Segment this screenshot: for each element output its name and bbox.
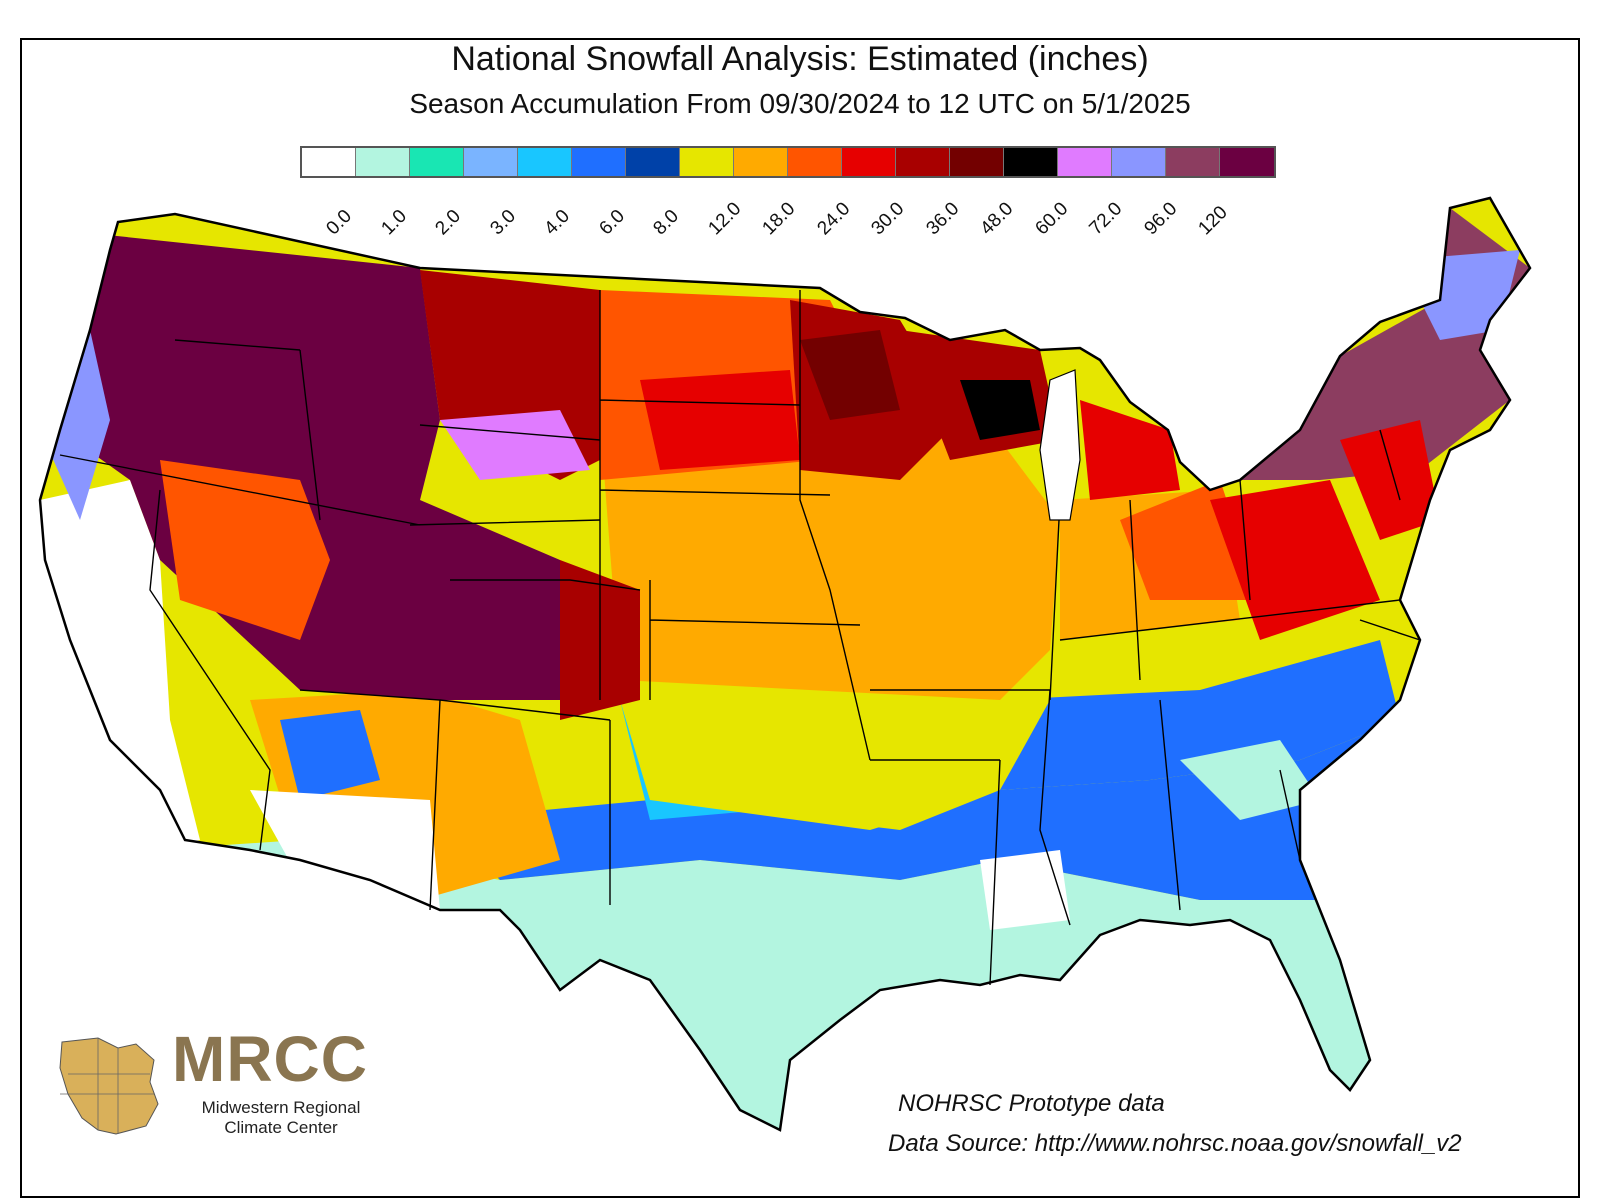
state-border-line xyxy=(1039,499,1301,926)
fill-great-basin xyxy=(160,460,330,640)
legend-swatch xyxy=(1058,148,1112,176)
map-title: National Snowfall Analysis: Estimated (i… xyxy=(451,40,1149,78)
mrcc-logo-map-icon xyxy=(59,1037,159,1135)
legend-swatch xyxy=(410,148,464,176)
lake-michigan xyxy=(1039,369,1081,521)
fill-tennessee-blue xyxy=(1000,640,1400,790)
legend-swatch xyxy=(518,148,572,176)
data-credit: NOHRSC Prototype data xyxy=(898,1090,1165,1117)
fill-arizona-blue xyxy=(280,710,380,800)
legend-swatch xyxy=(896,148,950,176)
legend-swatch xyxy=(1166,148,1220,176)
fill-mississippi-white xyxy=(980,850,1070,930)
fill-coast-blue xyxy=(40,330,110,520)
legend-swatch xyxy=(1004,148,1058,176)
mrcc-logo-line2: Climate Center xyxy=(224,1118,338,1137)
fill-central-plains xyxy=(600,420,1060,700)
fill-wyoming-violet xyxy=(440,410,590,480)
state-border-line xyxy=(59,339,421,851)
legend-swatch xyxy=(950,148,1004,176)
legend-swatch xyxy=(842,148,896,176)
legend-swatch xyxy=(626,148,680,176)
fill-southeast-blue xyxy=(440,720,1400,900)
fill-upper-peninsula xyxy=(960,380,1040,440)
legend-swatch xyxy=(356,148,410,176)
legend-swatch xyxy=(680,148,734,176)
legend-swatch xyxy=(1112,148,1166,176)
data-source-link[interactable]: Data Source: http://www.nohrsc.noaa.gov/… xyxy=(888,1130,1462,1157)
fill-carolina-light xyxy=(1180,740,1320,820)
legend-swatch xyxy=(734,148,788,176)
legend-swatch xyxy=(788,148,842,176)
legend-swatch xyxy=(572,148,626,176)
fill-new-england-red xyxy=(1340,420,1440,540)
mrcc-logo-line1: Midwestern Regional xyxy=(201,1098,361,1117)
legend-swatch xyxy=(464,148,518,176)
state-border-line xyxy=(1059,429,1421,641)
fill-minnesota-dark xyxy=(800,330,900,420)
legend-swatch xyxy=(1220,148,1274,176)
fill-michigan xyxy=(1080,400,1180,500)
state-border-line xyxy=(299,424,641,911)
state-borders xyxy=(59,290,1421,986)
fill-arizona-white xyxy=(250,790,440,910)
legend-swatch xyxy=(302,148,356,176)
fill-dakota-red xyxy=(640,370,800,470)
map-subtitle: Season Accumulation From 09/30/2024 to 1… xyxy=(409,88,1191,119)
fill-pennsylvania xyxy=(1210,480,1380,640)
state-border-line xyxy=(799,290,1050,986)
state-border-line xyxy=(599,290,861,905)
color-legend xyxy=(300,146,1276,178)
mrcc-logo-text: MRCC xyxy=(172,1023,368,1095)
